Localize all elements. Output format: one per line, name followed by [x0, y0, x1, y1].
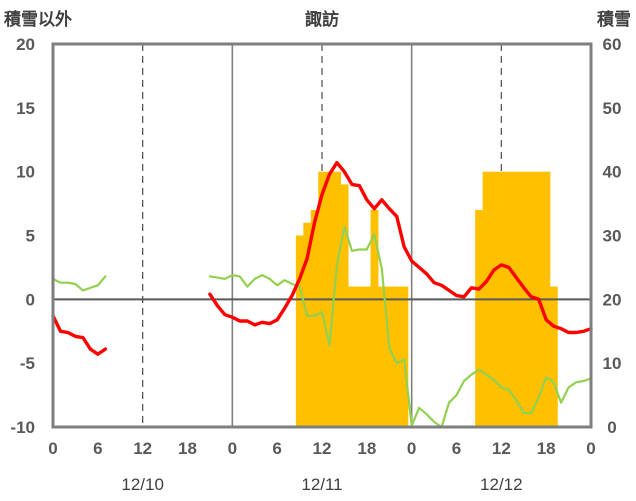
- y-left-tick-label: 20: [16, 35, 35, 54]
- grid: [142, 44, 502, 427]
- snow-depth-bar: [355, 286, 364, 427]
- y-left-tick-label: -10: [10, 418, 35, 437]
- snow-depth-bar: [370, 209, 379, 427]
- date-label: 12/12: [480, 475, 523, 494]
- x-tick-label: 18: [357, 439, 376, 458]
- y-right-tick-label: 20: [603, 290, 622, 309]
- x-tick-label: 18: [178, 439, 197, 458]
- x-tick-label: 0: [48, 439, 57, 458]
- temperature-line: [208, 160, 593, 335]
- x-tick-label: 6: [452, 439, 461, 458]
- snow-depth-bar: [400, 286, 409, 427]
- snow-depth-bar: [340, 184, 349, 427]
- x-tick-label: 12: [313, 439, 332, 458]
- x-tick-label: 12: [133, 439, 152, 458]
- date-label: 12/11: [301, 475, 342, 494]
- y-left-tick-label: 10: [16, 163, 35, 182]
- snow-depth-bar: [549, 286, 558, 427]
- x-tick-label: 0: [407, 439, 416, 458]
- y-left-tick-label: 5: [26, 227, 35, 246]
- right-axis-ticks: 0 10 20 30 40 50 60: [603, 35, 622, 437]
- plot-frame: [51, 42, 593, 429]
- snow-depth-bar: [392, 286, 401, 427]
- x-tick-label: 0: [228, 439, 237, 458]
- y-right-tick-label: 60: [603, 35, 622, 54]
- snow-depth-bar: [378, 286, 386, 427]
- wind-line: [208, 225, 593, 429]
- wind-line: [51, 275, 107, 292]
- snow-depth-bar: [295, 235, 304, 427]
- y-right-tick-label: 10: [603, 354, 622, 373]
- y-left-tick-label: -5: [20, 354, 35, 373]
- left-axis-ticks: -10 -5 0 5 10 15 20: [10, 35, 35, 437]
- snow-depth-bar: [475, 209, 484, 427]
- snow-depth-bar: [363, 286, 371, 427]
- snow-depth-bar: [310, 209, 319, 427]
- y-left-tick-label: 0: [26, 290, 35, 309]
- y-right-tick-label: 0: [607, 418, 616, 437]
- y-right-tick-label: 40: [603, 163, 622, 182]
- left-axis-title: 積雪以外: [4, 9, 72, 30]
- snow-depth-bar: [385, 286, 394, 427]
- x-axis-ticks: 0 6 12 18 0 6 12 18 0 6 12 18 0: [48, 439, 595, 458]
- x-tick-label: 18: [537, 439, 556, 458]
- date-labels: 12/10 12/11 12/12: [121, 475, 522, 494]
- y-left-tick-label: 15: [16, 99, 35, 118]
- x-tick-label: 6: [93, 439, 102, 458]
- y-right-tick-label: 50: [603, 99, 622, 118]
- x-tick-label: 6: [272, 439, 281, 458]
- y-right-tick-label: 30: [603, 227, 622, 246]
- x-tick-label: 12: [492, 439, 511, 458]
- snow-depth-bar: [348, 286, 357, 427]
- temperature-line: [51, 314, 108, 356]
- date-label: 12/10: [121, 475, 164, 494]
- right-axis-title: 積雪: [597, 9, 631, 30]
- x-tick-label: 0: [586, 439, 595, 458]
- snow-depth-bar: [303, 222, 312, 427]
- chart-title: 諏訪: [305, 9, 339, 30]
